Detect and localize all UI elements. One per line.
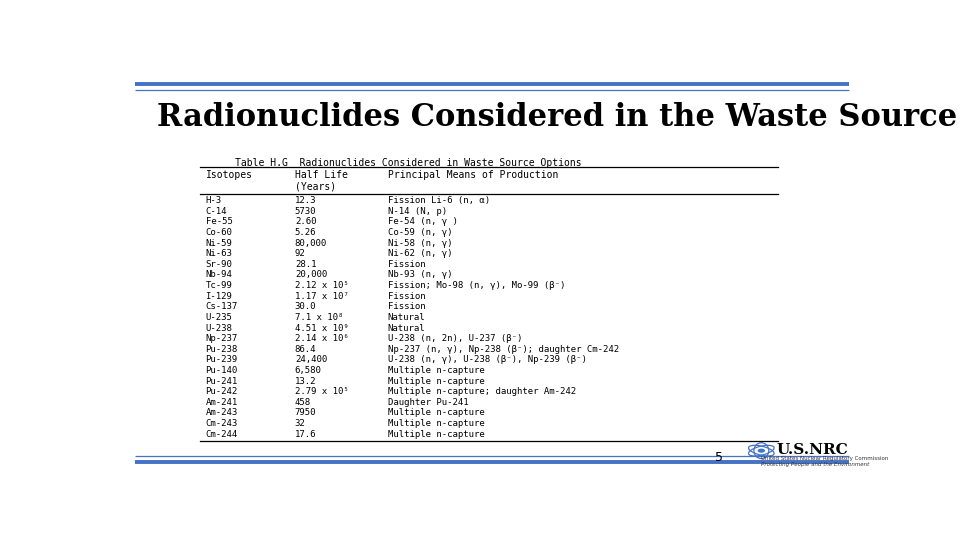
Text: 2.60: 2.60 bbox=[295, 218, 317, 226]
Text: Ni-59: Ni-59 bbox=[205, 239, 232, 248]
Text: U-238 (n, γ), U-238 (β⁻), Np-239 (β⁻): U-238 (n, γ), U-238 (β⁻), Np-239 (β⁻) bbox=[388, 355, 587, 364]
Text: Pu-241: Pu-241 bbox=[205, 376, 238, 386]
Text: 2.79 x 10⁵: 2.79 x 10⁵ bbox=[295, 387, 348, 396]
Text: Co-59 (n, γ): Co-59 (n, γ) bbox=[388, 228, 452, 237]
Text: Fission: Fission bbox=[388, 302, 425, 312]
Text: Multiple n-capture: Multiple n-capture bbox=[388, 376, 485, 386]
Text: I-129: I-129 bbox=[205, 292, 232, 301]
Text: Am-241: Am-241 bbox=[205, 398, 238, 407]
Text: Np-237 (n, γ), Np-238 (β⁻); daughter Cm-242: Np-237 (n, γ), Np-238 (β⁻); daughter Cm-… bbox=[388, 345, 619, 354]
Text: 2.14 x 10⁶: 2.14 x 10⁶ bbox=[295, 334, 348, 343]
Text: 80,000: 80,000 bbox=[295, 239, 327, 248]
Text: 7950: 7950 bbox=[295, 408, 317, 417]
Text: U-238 (n, 2n), U-237 (β⁻): U-238 (n, 2n), U-237 (β⁻) bbox=[388, 334, 522, 343]
Text: (Years): (Years) bbox=[295, 181, 336, 192]
Text: Am-243: Am-243 bbox=[205, 408, 238, 417]
Text: Fission: Fission bbox=[388, 260, 425, 269]
Text: Half Life: Half Life bbox=[295, 170, 348, 180]
Text: 86.4: 86.4 bbox=[295, 345, 317, 354]
Text: Pu-239: Pu-239 bbox=[205, 355, 238, 364]
Text: 32: 32 bbox=[295, 419, 305, 428]
Text: 6,580: 6,580 bbox=[295, 366, 322, 375]
Text: Multiple n-capture; daughter Am-242: Multiple n-capture; daughter Am-242 bbox=[388, 387, 576, 396]
Text: 5: 5 bbox=[715, 451, 723, 464]
Text: 458: 458 bbox=[295, 398, 311, 407]
Text: Nb-94: Nb-94 bbox=[205, 271, 232, 280]
Text: 1.17 x 10⁷: 1.17 x 10⁷ bbox=[295, 292, 348, 301]
Text: H-3: H-3 bbox=[205, 196, 222, 205]
Text: Multiple n-capture: Multiple n-capture bbox=[388, 408, 485, 417]
Text: C-14: C-14 bbox=[205, 207, 228, 216]
Text: Ni-62 (n, γ): Ni-62 (n, γ) bbox=[388, 249, 452, 258]
Text: Fe-54 (n, γ ): Fe-54 (n, γ ) bbox=[388, 218, 458, 226]
Text: Fission Li-6 (n, α): Fission Li-6 (n, α) bbox=[388, 196, 490, 205]
Text: Multiple n-capture: Multiple n-capture bbox=[388, 366, 485, 375]
Text: Natural: Natural bbox=[388, 323, 425, 333]
Text: Pu-242: Pu-242 bbox=[205, 387, 238, 396]
Text: Table H.G  Radionuclides Considered in Waste Source Options: Table H.G Radionuclides Considered in Wa… bbox=[235, 158, 582, 168]
Text: Sr-90: Sr-90 bbox=[205, 260, 232, 269]
Text: 7.1 x 10⁸: 7.1 x 10⁸ bbox=[295, 313, 344, 322]
Text: 92: 92 bbox=[295, 249, 305, 258]
Text: Cs-137: Cs-137 bbox=[205, 302, 238, 312]
Text: U-238: U-238 bbox=[205, 323, 232, 333]
Text: Fission: Fission bbox=[388, 292, 425, 301]
Text: Cm-243: Cm-243 bbox=[205, 419, 238, 428]
Text: Cm-244: Cm-244 bbox=[205, 430, 238, 438]
Text: 5.26: 5.26 bbox=[295, 228, 317, 237]
Text: Pu-140: Pu-140 bbox=[205, 366, 238, 375]
Text: United States Nuclear Regulatory Commission: United States Nuclear Regulatory Commiss… bbox=[761, 456, 889, 462]
Text: Pu-238: Pu-238 bbox=[205, 345, 238, 354]
Text: Tc-99: Tc-99 bbox=[205, 281, 232, 290]
Text: Radionuclides Considered in the Waste Source: Radionuclides Considered in the Waste So… bbox=[157, 102, 957, 133]
Text: Natural: Natural bbox=[388, 313, 425, 322]
Text: U.S.NRC: U.S.NRC bbox=[777, 443, 848, 457]
Text: 28.1: 28.1 bbox=[295, 260, 317, 269]
Text: Daughter Pu-241: Daughter Pu-241 bbox=[388, 398, 468, 407]
Text: 4.51 x 10⁹: 4.51 x 10⁹ bbox=[295, 323, 348, 333]
Text: 17.6: 17.6 bbox=[295, 430, 317, 438]
Text: Nb-93 (n, γ): Nb-93 (n, γ) bbox=[388, 271, 452, 280]
Text: Isotopes: Isotopes bbox=[205, 170, 252, 180]
Text: Fission; Mo-98 (n, γ), Mo-99 (β⁻): Fission; Mo-98 (n, γ), Mo-99 (β⁻) bbox=[388, 281, 565, 290]
Text: Multiple n-capture: Multiple n-capture bbox=[388, 430, 485, 438]
Text: Protecting People and the Environment: Protecting People and the Environment bbox=[761, 462, 870, 467]
Text: 13.2: 13.2 bbox=[295, 376, 317, 386]
Text: 30.0: 30.0 bbox=[295, 302, 317, 312]
Text: 24,400: 24,400 bbox=[295, 355, 327, 364]
Text: Ni-63: Ni-63 bbox=[205, 249, 232, 258]
Text: Co-60: Co-60 bbox=[205, 228, 232, 237]
Text: N-14 (N, p): N-14 (N, p) bbox=[388, 207, 447, 216]
Text: 20,000: 20,000 bbox=[295, 271, 327, 280]
Text: 5730: 5730 bbox=[295, 207, 317, 216]
Text: 2.12 x 10⁵: 2.12 x 10⁵ bbox=[295, 281, 348, 290]
Text: U-235: U-235 bbox=[205, 313, 232, 322]
Text: Principal Means of Production: Principal Means of Production bbox=[388, 170, 558, 180]
Circle shape bbox=[757, 449, 765, 453]
Text: Multiple n-capture: Multiple n-capture bbox=[388, 419, 485, 428]
Text: Ni-58 (n, γ): Ni-58 (n, γ) bbox=[388, 239, 452, 248]
Text: 12.3: 12.3 bbox=[295, 196, 317, 205]
Text: Fe-55: Fe-55 bbox=[205, 218, 232, 226]
Text: Np-237: Np-237 bbox=[205, 334, 238, 343]
